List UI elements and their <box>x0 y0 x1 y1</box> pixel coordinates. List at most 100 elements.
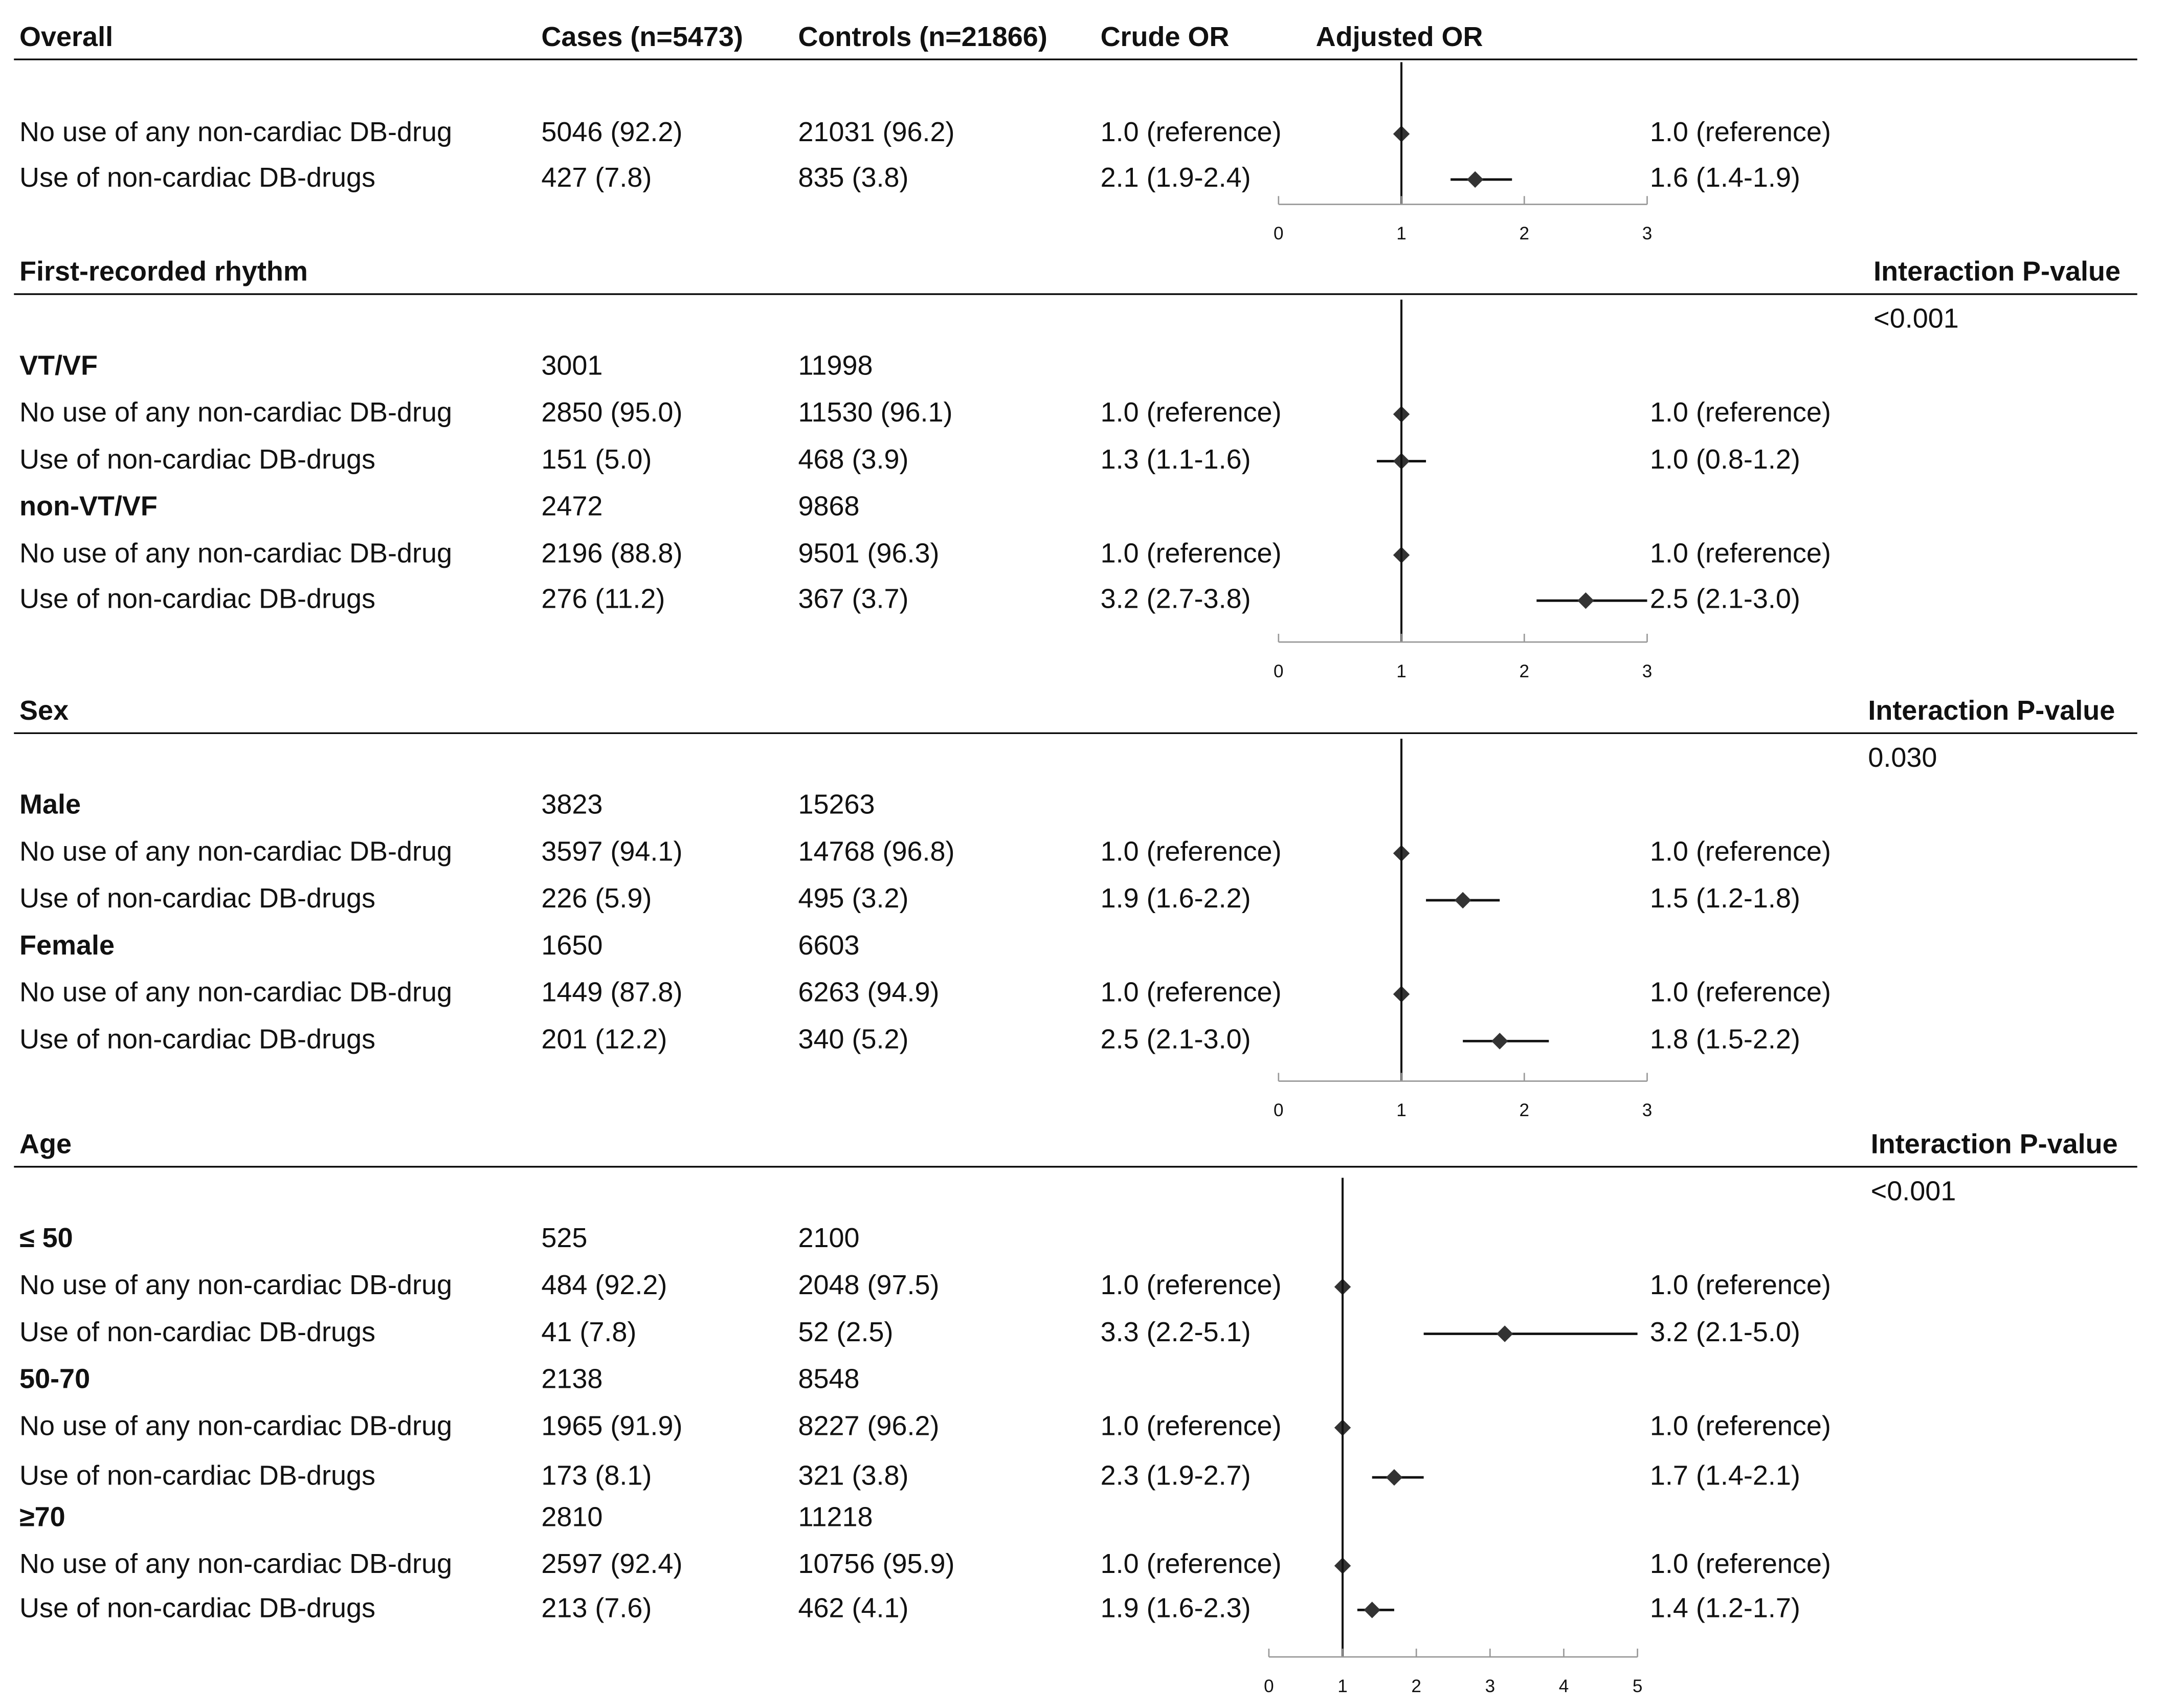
interaction-value: 0.030 <box>1868 742 1937 773</box>
cell-cases: 2196 (88.8) <box>541 538 682 568</box>
cell-crude: 2.1 (1.9-2.4) <box>1101 162 1251 193</box>
cell-label: Use of non-cardiac DB-drugs <box>19 1460 375 1491</box>
cell-label: non-VT/VF <box>19 491 158 522</box>
x-tick-label: 3 <box>1642 1100 1653 1120</box>
cell-adjusted: 3.2 (2.1-5.0) <box>1650 1317 1800 1347</box>
cell-controls: 15263 <box>798 789 875 820</box>
cell-cases: 484 (92.2) <box>541 1270 667 1300</box>
or-diamond <box>1577 592 1594 609</box>
x-tick-label: 0 <box>1274 224 1284 243</box>
x-tick-label: 0 <box>1274 1100 1284 1120</box>
cell-adjusted: 1.6 (1.4-1.9) <box>1650 162 1800 193</box>
cell-adjusted: 1.5 (1.2-1.8) <box>1650 883 1800 914</box>
cell-cases: 41 (7.8) <box>541 1317 636 1347</box>
cell-crude: 1.0 (reference) <box>1101 1548 1282 1579</box>
interaction-label: Interaction P-value <box>1868 695 2115 726</box>
cell-crude: 3.2 (2.7-3.8) <box>1101 583 1251 614</box>
cell-cases: 427 (7.8) <box>541 162 652 193</box>
cell-cases: 226 (5.9) <box>541 883 652 914</box>
cell-label: Use of non-cardiac DB-drugs <box>19 162 375 193</box>
cell-controls: 367 (3.7) <box>798 583 908 614</box>
cell-crude: 2.5 (2.1-3.0) <box>1101 1024 1251 1055</box>
cell-cases: 151 (5.0) <box>541 444 652 475</box>
cell-label: Use of non-cardiac DB-drugs <box>19 1593 375 1624</box>
or-diamond <box>1496 1325 1513 1342</box>
cell-controls: 462 (4.1) <box>798 1593 908 1624</box>
cell-label: No use of any non-cardiac DB-drug <box>19 1410 452 1441</box>
cell-adjusted: 2.5 (2.1-3.0) <box>1650 583 1800 614</box>
x-tick-label: 0 <box>1264 1676 1274 1696</box>
cell-adjusted: 1.0 (0.8-1.2) <box>1650 444 1800 475</box>
cell-crude: 1.9 (1.6-2.2) <box>1101 883 1251 914</box>
cell-controls: 2048 (97.5) <box>798 1270 939 1300</box>
cell-adjusted: 1.4 (1.2-1.7) <box>1650 1593 1800 1624</box>
cell-controls: 6263 (94.9) <box>798 977 939 1008</box>
cell-label: Use of non-cardiac DB-drugs <box>19 883 375 914</box>
column-header: Adjusted OR <box>1316 21 1483 52</box>
cell-adjusted: 1.0 (reference) <box>1650 1410 1831 1441</box>
cell-controls: 21031 (96.2) <box>798 117 954 147</box>
cell-controls: 11218 <box>798 1501 873 1532</box>
cell-label: Female <box>19 930 115 961</box>
interaction-value: <0.001 <box>1871 1175 1956 1206</box>
cell-crude: 1.0 (reference) <box>1101 836 1282 867</box>
cell-label: VT/VF <box>19 350 98 381</box>
cell-cases: 525 <box>541 1223 587 1253</box>
interaction-label: Interaction P-value <box>1871 1129 2118 1160</box>
cell-crude: 1.0 (reference) <box>1101 1270 1282 1300</box>
x-tick-label: 2 <box>1520 224 1530 243</box>
cell-adjusted: 1.0 (reference) <box>1650 117 1831 147</box>
cell-label: Use of non-cardiac DB-drugs <box>19 583 375 614</box>
cell-crude: 1.3 (1.1-1.6) <box>1101 444 1251 475</box>
cell-cases: 213 (7.6) <box>541 1593 652 1624</box>
cell-crude: 1.0 (reference) <box>1101 977 1282 1008</box>
section-title: Overall <box>19 21 113 52</box>
cell-cases: 3001 <box>541 350 602 381</box>
x-tick-label: 2 <box>1520 661 1530 681</box>
cell-crude: 2.3 (1.9-2.7) <box>1101 1460 1251 1491</box>
cell-label: ≥70 <box>19 1501 65 1532</box>
cell-controls: 495 (3.2) <box>798 883 908 914</box>
x-tick-label: 5 <box>1633 1676 1643 1696</box>
section-title: First-recorded rhythm <box>19 256 308 287</box>
cell-controls: 8227 (96.2) <box>798 1410 939 1441</box>
x-tick-label: 1 <box>1396 661 1407 681</box>
x-tick-label: 2 <box>1411 1676 1421 1696</box>
x-tick-label: 2 <box>1520 1100 1530 1120</box>
cell-controls: 14768 (96.8) <box>798 836 954 867</box>
x-tick-label: 3 <box>1485 1676 1496 1696</box>
cell-adjusted: 1.8 (1.5-2.2) <box>1650 1024 1800 1055</box>
interaction-value: <0.001 <box>1873 303 1959 334</box>
column-header: Controls (n=21866) <box>798 21 1047 52</box>
cell-cases: 3823 <box>541 789 602 820</box>
cell-crude: 1.9 (1.6-2.3) <box>1101 1593 1251 1624</box>
cell-cases: 2472 <box>541 491 602 522</box>
column-header: Crude OR <box>1101 21 1230 52</box>
cell-cases: 3597 (94.1) <box>541 836 682 867</box>
cell-adjusted: 1.0 (reference) <box>1650 397 1831 428</box>
x-tick-label: 3 <box>1642 224 1653 243</box>
section-title: Age <box>19 1129 72 1160</box>
x-tick-label: 3 <box>1642 661 1653 681</box>
or-diamond <box>1454 892 1471 909</box>
cell-controls: 468 (3.9) <box>798 444 908 475</box>
cell-controls: 52 (2.5) <box>798 1317 893 1347</box>
cell-label: No use of any non-cardiac DB-drug <box>19 1270 452 1300</box>
x-tick-label: 1 <box>1396 224 1407 243</box>
cell-crude: 1.0 (reference) <box>1101 117 1282 147</box>
x-tick-label: 4 <box>1559 1676 1569 1696</box>
cell-label: Use of non-cardiac DB-drugs <box>19 1317 375 1347</box>
cell-label: Use of non-cardiac DB-drugs <box>19 444 375 475</box>
column-header: Cases (n=5473) <box>541 21 743 52</box>
x-tick-label: 1 <box>1396 1100 1407 1120</box>
cell-label: No use of any non-cardiac DB-drug <box>19 397 452 428</box>
cell-controls: 835 (3.8) <box>798 162 908 193</box>
cell-cases: 276 (11.2) <box>541 583 665 614</box>
cell-crude: 1.0 (reference) <box>1101 397 1282 428</box>
cell-controls: 9868 <box>798 491 859 522</box>
cell-label: ≤ 50 <box>19 1223 73 1253</box>
interaction-label: Interaction P-value <box>1873 256 2121 287</box>
or-diamond <box>1491 1033 1508 1050</box>
cell-controls: 11998 <box>798 350 873 381</box>
